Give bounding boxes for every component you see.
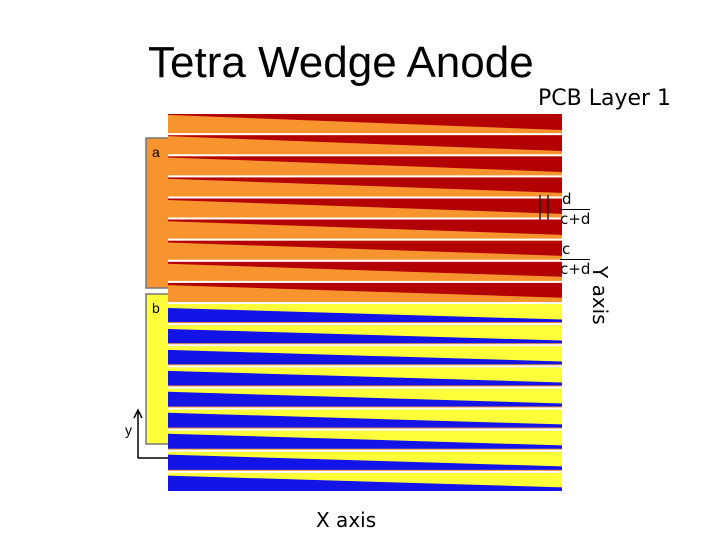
- wedge-red: [168, 240, 562, 256]
- fraction-bar: [560, 259, 591, 260]
- fraction-d-over-cd: d c+d: [560, 190, 591, 228]
- wedge-red: [168, 135, 562, 151]
- pad-a-label: a: [152, 144, 160, 160]
- wedge-red: [168, 282, 562, 298]
- wedge-blue: [168, 475, 562, 491]
- small-y-label: y: [125, 422, 132, 438]
- wedge-blue: [168, 349, 562, 365]
- fraction-markers: [539, 195, 549, 220]
- fraction-c-over-cd: c c+d: [560, 240, 591, 278]
- page-title: Tetra Wedge Anode: [148, 38, 534, 87]
- wedge-strips: [168, 112, 562, 493]
- x-axis-label: X axis: [316, 508, 377, 532]
- fraction-numerator: d: [562, 190, 572, 208]
- wedge-red: [168, 177, 562, 193]
- wedge-blue: [168, 370, 562, 386]
- wedge-red: [168, 114, 562, 131]
- wedge-blue: [168, 412, 562, 428]
- wedge-blue: [168, 391, 562, 407]
- wedge-blue: [168, 454, 562, 470]
- pad-b-label: b: [152, 300, 160, 316]
- y-axis-label: Y axis: [588, 266, 612, 325]
- wedge-blue: [168, 433, 562, 449]
- fraction-numerator: c: [562, 240, 571, 258]
- fraction-denominator: c+d: [560, 260, 591, 278]
- wedge-red: [168, 261, 562, 277]
- layer-subtitle: PCB Layer 1: [538, 86, 672, 111]
- fraction-denominator: c+d: [560, 210, 591, 228]
- fraction-bar: [560, 209, 591, 210]
- wedge-red: [168, 219, 562, 235]
- wedge-red: [168, 156, 562, 172]
- wedge-blue: [168, 307, 562, 323]
- wedge-red: [168, 198, 562, 214]
- wedge-blue: [168, 328, 562, 344]
